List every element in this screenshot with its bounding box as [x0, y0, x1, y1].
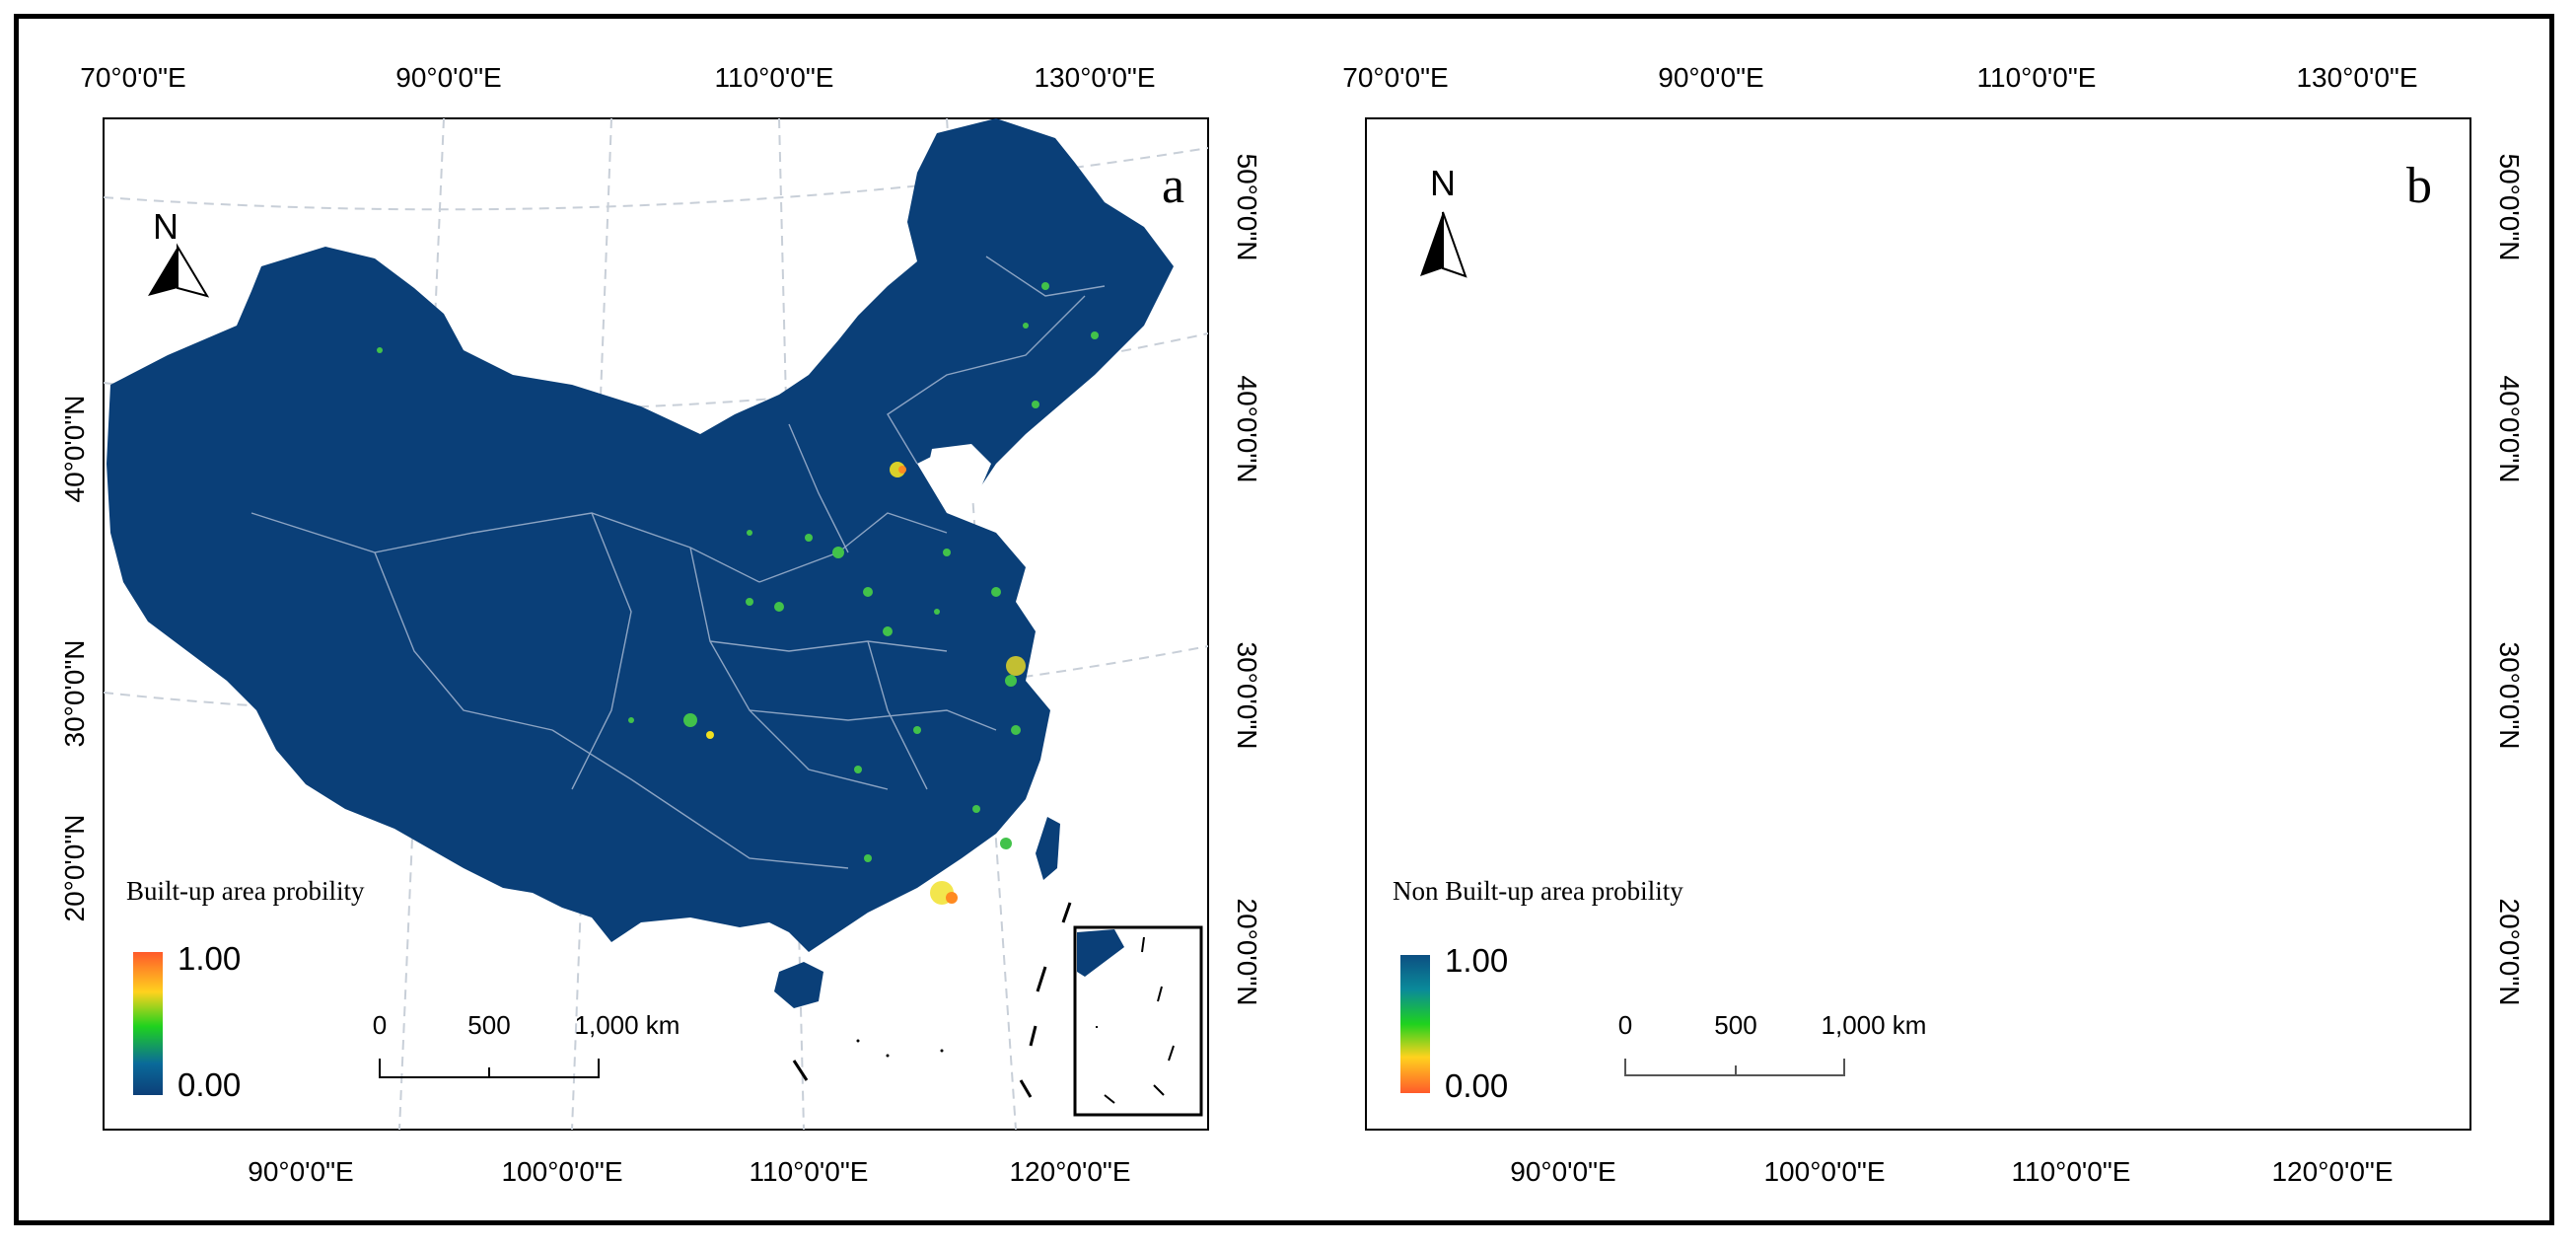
right-label-0-b: 50°0'0"N: [2494, 154, 2525, 261]
bohai-sea-a: [927, 444, 991, 498]
bottom-label-1-b: 100°0'0"E: [1763, 1156, 1885, 1187]
legend-max-a: 1.00: [178, 940, 241, 977]
legend-max-b: 1.00: [1445, 942, 1508, 979]
left-label-1-a: 30°0'0"N: [59, 640, 90, 748]
scale-line-b: [1624, 1059, 1845, 1076]
scale-label-0-b: 0: [1618, 1010, 1632, 1040]
island-taiwan-a: [1036, 817, 1060, 880]
left-label-2-a: 20°0'0"N: [59, 815, 90, 922]
scale-label-0-a: 0: [373, 1010, 387, 1040]
bottom-label-2-a: 110°0'0"E: [750, 1156, 869, 1187]
north-label-b: N: [1430, 163, 1456, 203]
legend-min-a: 0.00: [178, 1066, 241, 1103]
panel-letter-b: b: [2406, 158, 2432, 214]
built-up-spots-a: [377, 282, 1099, 905]
right-label-2-b: 30°0'0"N: [2494, 642, 2525, 750]
bottom-label-3-a: 120°0'0"E: [1009, 1156, 1130, 1187]
right-labels-b: 50°0'0"N 40°0'0"N 30°0'0"N 20°0'0"N: [2494, 154, 2525, 1006]
north-arrow-right-a: [177, 243, 210, 298]
inset-islands-a: [1096, 936, 1175, 1104]
left-label-0-a: 40°0'0"N: [59, 396, 90, 503]
bottom-label-0-a: 90°0'0"E: [248, 1156, 353, 1187]
map-panel-a: a N Built-up area probility 1.00 0.00 0 …: [59, 62, 1262, 1187]
top-labels-b: 70°0'0"E 90°0'0"E 110°0'0"E 130°0'0"E: [1342, 62, 2417, 93]
legend-bar-a: [133, 952, 163, 1095]
bottom-label-2-b: 110°0'0"E: [2012, 1156, 2131, 1187]
right-label-1-b: 40°0'0"N: [2494, 376, 2525, 483]
island-hainan-a: [774, 962, 823, 1008]
left-labels-a: 40°0'0"N 30°0'0"N 20°0'0"N: [59, 396, 90, 922]
map-body-a: [104, 118, 1208, 1130]
bottom-labels-a: 90°0'0"E 100°0'0"E 110°0'0"E 120°0'0"E: [248, 1156, 1130, 1187]
legend-min-b: 0.00: [1445, 1067, 1508, 1104]
north-arrow-b: N: [1420, 163, 1467, 278]
scale-bar-b: 0 500 1,000 km: [1618, 1010, 1927, 1076]
bottom-labels-b: 90°0'0"E 100°0'0"E 110°0'0"E 120°0'0"E: [1510, 1156, 2393, 1187]
top-label-1-a: 90°0'0"E: [395, 62, 501, 93]
scale-label-500-a: 500: [467, 1010, 510, 1040]
legend-title-b: Non Built-up area probility: [1393, 876, 1683, 906]
scale-label-500-b: 500: [1714, 1010, 1756, 1040]
top-label-1-b: 90°0'0"E: [1658, 62, 1763, 93]
legend-bar-b: [1400, 955, 1430, 1093]
right-label-3-b: 20°0'0"N: [2494, 899, 2525, 1006]
inset-land-a: [1077, 929, 1124, 977]
scale-label-1000-b: 1,000 km: [1822, 1010, 1927, 1040]
right-label-1-a: 40°0'0"N: [1232, 376, 1262, 483]
map-frame-b: [1365, 117, 2471, 1131]
north-label-a: N: [153, 206, 179, 247]
south-sea-inset-a: [1073, 925, 1203, 1117]
north-arrow-a: N: [148, 206, 210, 298]
legend-title-a: Built-up area probility: [126, 876, 365, 906]
north-arrow-right-b: [1442, 211, 1467, 278]
right-label-2-a: 30°0'0"N: [1232, 642, 1262, 750]
map-panel-b: b N Non Built-up area probility 1.00 0.0…: [1342, 62, 2525, 1187]
top-label-0-a: 70°0'0"E: [80, 62, 185, 93]
top-label-3-a: 130°0'0"E: [1034, 62, 1155, 93]
right-labels-a: 50°0'0"N 40°0'0"N 30°0'0"N 20°0'0"N: [1232, 154, 1262, 1006]
south-sea-islands-a: [792, 902, 1072, 1098]
bottom-label-1-a: 100°0'0"E: [501, 1156, 622, 1187]
province-boundaries-a: [250, 256, 1106, 869]
right-label-3-a: 20°0'0"N: [1232, 899, 1262, 1006]
bottom-label-3-b: 120°0'0"E: [2271, 1156, 2393, 1187]
panel-letter-a: a: [1162, 158, 1184, 214]
south-sea-dots-a: [856, 1039, 944, 1058]
bottom-label-0-b: 90°0'0"E: [1510, 1156, 1615, 1187]
graticule-lat-30-a: [104, 645, 1208, 715]
scale-label-1000-a: 1,000 km: [575, 1010, 680, 1040]
land-mass-a: [107, 118, 1174, 952]
scale-line-a: [379, 1059, 600, 1078]
top-label-2-b: 110°0'0"E: [1977, 62, 2097, 93]
scale-bar-a: 0 500 1,000 km: [373, 1010, 680, 1078]
top-labels-a: 70°0'0"E 90°0'0"E 110°0'0"E 130°0'0"E: [80, 62, 1155, 93]
top-label-2-a: 110°0'0"E: [715, 62, 834, 93]
top-label-3-b: 130°0'0"E: [2296, 62, 2417, 93]
north-arrow-left-a: [148, 247, 178, 296]
top-label-0-b: 70°0'0"E: [1342, 62, 1448, 93]
north-arrow-left-b: [1420, 212, 1443, 276]
right-label-0-a: 50°0'0"N: [1232, 154, 1262, 261]
